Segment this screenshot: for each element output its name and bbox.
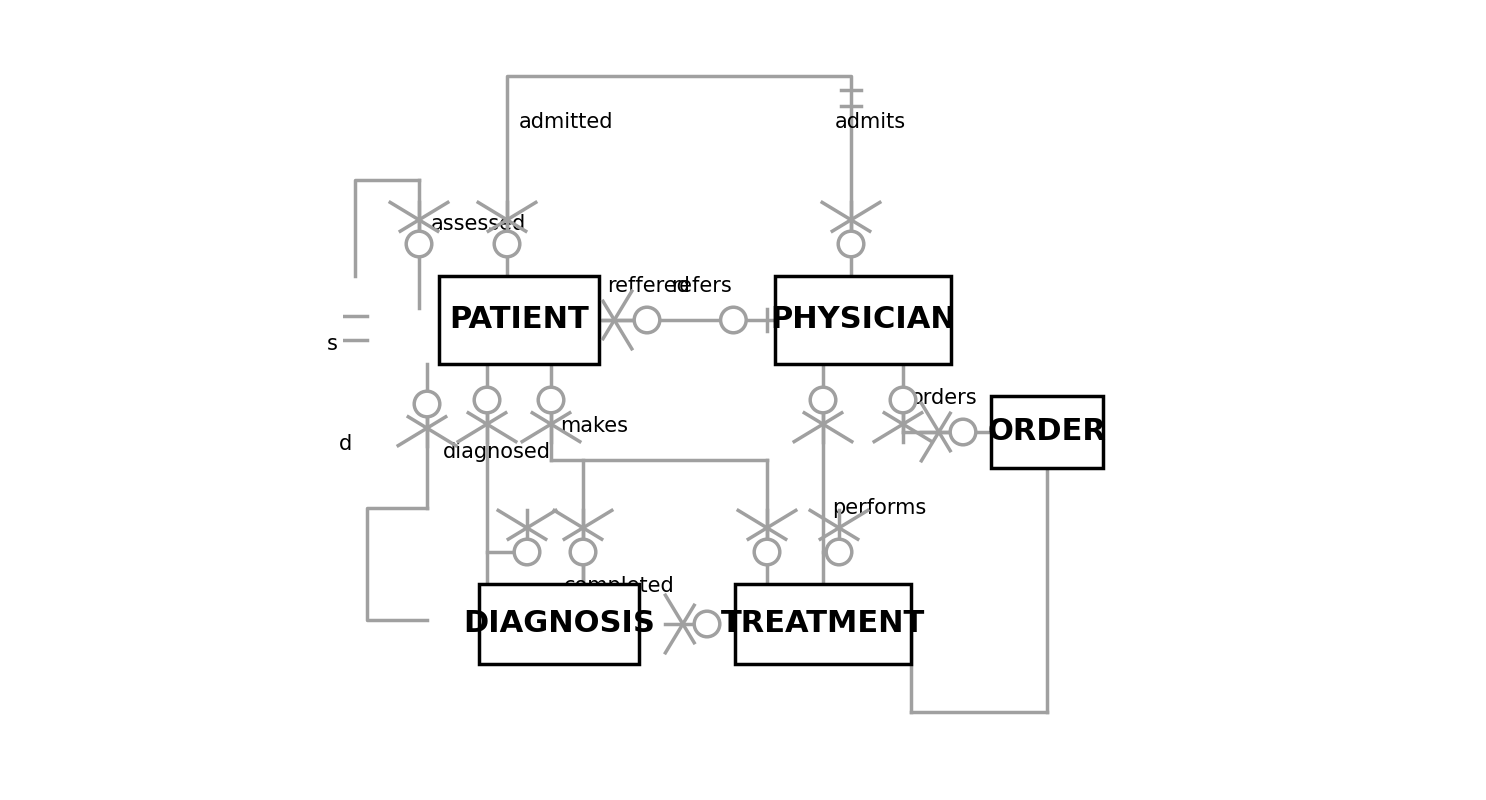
Circle shape: [538, 387, 563, 413]
Text: performs: performs: [832, 498, 927, 518]
Text: s: s: [327, 334, 337, 354]
Circle shape: [495, 231, 520, 257]
FancyBboxPatch shape: [776, 276, 951, 364]
Circle shape: [514, 539, 539, 565]
FancyBboxPatch shape: [991, 396, 1103, 468]
Circle shape: [635, 307, 660, 333]
Circle shape: [474, 387, 499, 413]
Circle shape: [810, 387, 835, 413]
Text: reffered: reffered: [606, 276, 690, 296]
Text: makes: makes: [560, 416, 629, 436]
FancyBboxPatch shape: [736, 584, 911, 664]
Circle shape: [826, 539, 851, 565]
Circle shape: [890, 387, 915, 413]
Circle shape: [406, 231, 432, 257]
Text: assessed: assessed: [431, 214, 526, 234]
Text: DIAGNOSIS: DIAGNOSIS: [464, 610, 655, 638]
Circle shape: [694, 611, 719, 637]
Text: refers: refers: [672, 276, 731, 296]
Circle shape: [571, 539, 596, 565]
Text: diagnosed: diagnosed: [443, 442, 551, 462]
FancyBboxPatch shape: [478, 584, 639, 664]
FancyBboxPatch shape: [438, 276, 599, 364]
Circle shape: [755, 539, 780, 565]
Text: TREATMENT: TREATMENT: [721, 610, 926, 638]
Text: orders: orders: [911, 388, 978, 408]
Text: d: d: [339, 434, 352, 454]
Circle shape: [721, 307, 746, 333]
Text: admits: admits: [835, 112, 906, 132]
Text: PATIENT: PATIENT: [449, 306, 588, 334]
Circle shape: [950, 419, 976, 445]
Circle shape: [838, 231, 863, 257]
Text: completed: completed: [565, 576, 675, 596]
Circle shape: [415, 391, 440, 417]
Text: admitted: admitted: [519, 112, 614, 132]
Text: PHYSICIAN: PHYSICIAN: [770, 306, 955, 334]
Text: ORDER: ORDER: [988, 418, 1107, 446]
